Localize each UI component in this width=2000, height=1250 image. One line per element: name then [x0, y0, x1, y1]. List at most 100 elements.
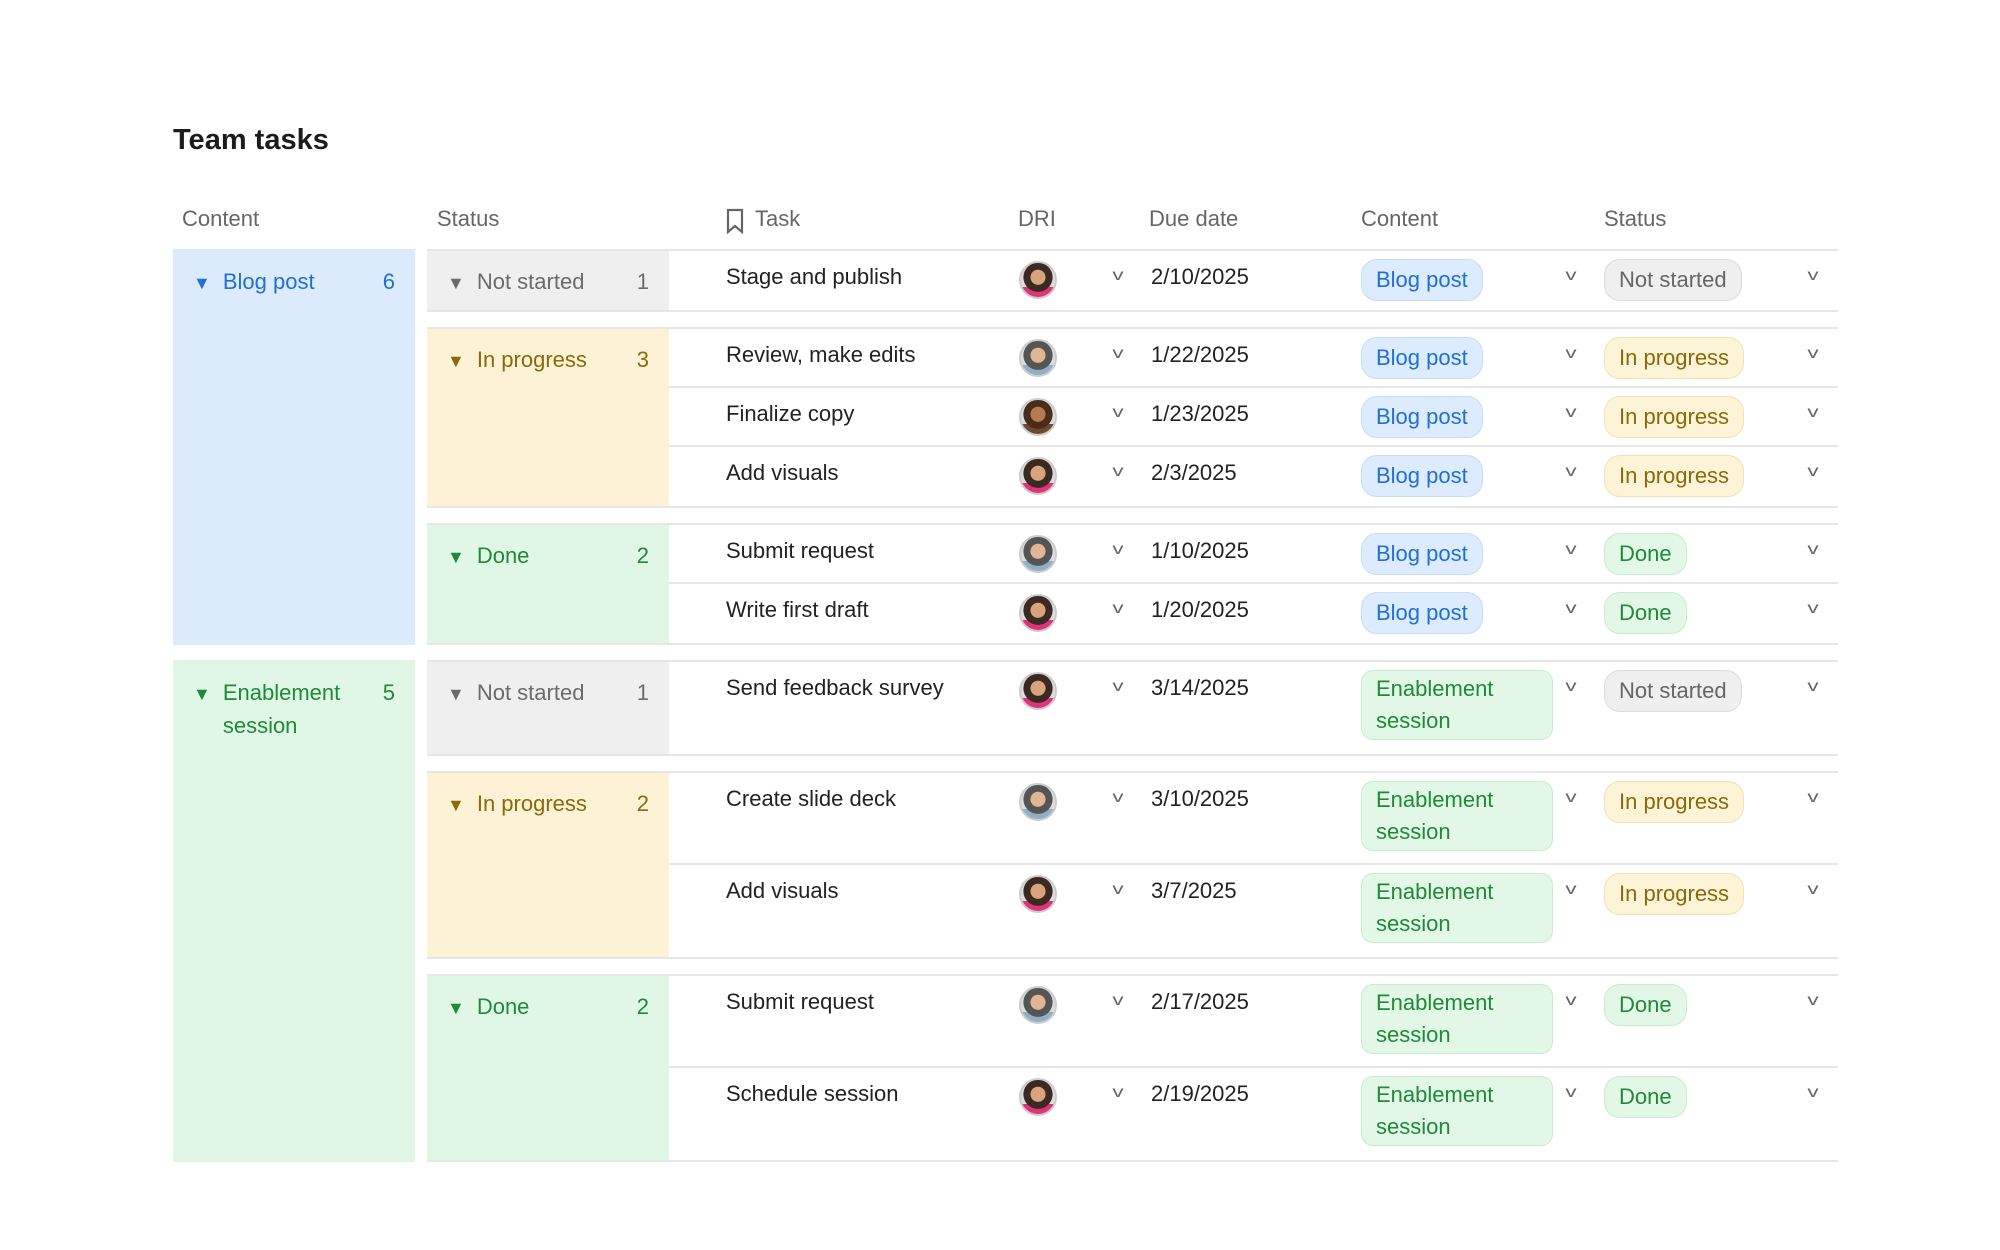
col-task[interactable]: Task: [755, 206, 801, 231]
collapse-triangle-icon[interactable]: ▼: [447, 684, 465, 704]
content-pill[interactable]: Blog post: [1361, 455, 1483, 497]
task-name[interactable]: Finalize copy: [726, 401, 855, 426]
status-pill[interactable]: In progress: [1604, 396, 1745, 438]
chevron-down-icon[interactable]: v: [1112, 345, 1124, 362]
table-row[interactable]: Review, make edits v 1/22/2025 Blog post…: [669, 329, 1838, 388]
due-date[interactable]: 1/20/2025: [1151, 597, 1249, 622]
content-pill[interactable]: Blog post: [1361, 592, 1483, 634]
task-name[interactable]: Submit request: [726, 538, 874, 563]
status-pill[interactable]: Not started: [1604, 670, 1742, 712]
status-pill[interactable]: In progress: [1604, 781, 1745, 823]
status-pill[interactable]: Done: [1604, 592, 1687, 634]
avatar[interactable]: [1019, 1078, 1057, 1116]
status-pill[interactable]: Done: [1604, 1076, 1687, 1118]
content-pill[interactable]: Enablement session: [1361, 670, 1553, 740]
table-row[interactable]: Add visuals v 2/3/2025 Blog post v In pr…: [669, 447, 1838, 506]
table-row[interactable]: Send feedback survey v 3/14/2025 Enablem…: [669, 662, 1838, 754]
content-pill[interactable]: Enablement session: [1361, 1076, 1553, 1146]
due-date[interactable]: 3/7/2025: [1151, 878, 1237, 903]
table-row[interactable]: Submit request v 2/17/2025 Enablement se…: [669, 976, 1838, 1068]
chevron-down-icon[interactable]: v: [1112, 881, 1124, 898]
col-status[interactable]: Status: [437, 206, 500, 231]
status-group-header[interactable]: ▼ Done 2: [427, 976, 669, 1160]
chevron-down-icon[interactable]: v: [1807, 881, 1819, 898]
chevron-down-icon[interactable]: v: [1565, 541, 1577, 558]
table-row[interactable]: Submit request v 1/10/2025 Blog post v D…: [669, 525, 1838, 584]
avatar[interactable]: [1019, 535, 1057, 573]
chevron-down-icon[interactable]: v: [1112, 267, 1124, 284]
content-pill[interactable]: Blog post: [1361, 337, 1483, 379]
status-group-header[interactable]: ▼ Not started 1: [427, 251, 669, 310]
chevron-down-icon[interactable]: v: [1112, 789, 1124, 806]
task-name[interactable]: Schedule session: [726, 1081, 899, 1106]
chevron-down-icon[interactable]: v: [1807, 600, 1819, 617]
task-name[interactable]: Send feedback survey: [726, 675, 944, 700]
chevron-down-icon[interactable]: v: [1112, 992, 1124, 1009]
col-content-2[interactable]: Content: [1361, 206, 1439, 231]
avatar[interactable]: [1019, 457, 1057, 495]
status-pill[interactable]: Done: [1604, 533, 1687, 575]
collapse-triangle-icon[interactable]: ▼: [447, 998, 465, 1018]
chevron-down-icon[interactable]: v: [1565, 1084, 1577, 1101]
due-date[interactable]: 2/3/2025: [1151, 460, 1237, 485]
chevron-down-icon[interactable]: v: [1807, 678, 1819, 695]
task-name[interactable]: Submit request: [726, 989, 874, 1014]
content-pill[interactable]: Blog post: [1361, 259, 1483, 301]
chevron-down-icon[interactable]: v: [1112, 541, 1124, 558]
content-group-header[interactable]: ▼ Enablement session 5: [173, 660, 415, 1162]
status-pill[interactable]: In progress: [1604, 337, 1745, 379]
chevron-down-icon[interactable]: v: [1565, 992, 1577, 1009]
table-row[interactable]: Schedule session v 2/19/2025 Enablement …: [669, 1068, 1838, 1160]
task-name[interactable]: Review, make edits: [726, 342, 916, 367]
chevron-down-icon[interactable]: v: [1112, 1084, 1124, 1101]
content-pill[interactable]: Blog post: [1361, 396, 1483, 438]
task-name[interactable]: Write first draft: [726, 597, 869, 622]
status-group-header[interactable]: ▼ In progress 2: [427, 773, 669, 957]
chevron-down-icon[interactable]: v: [1112, 404, 1124, 421]
due-date[interactable]: 2/19/2025: [1151, 1081, 1249, 1106]
avatar[interactable]: [1019, 875, 1057, 913]
chevron-down-icon[interactable]: v: [1565, 600, 1577, 617]
due-date[interactable]: 3/10/2025: [1151, 786, 1249, 811]
chevron-down-icon[interactable]: v: [1565, 345, 1577, 362]
avatar[interactable]: [1019, 986, 1057, 1024]
avatar[interactable]: [1019, 339, 1057, 377]
due-date[interactable]: 1/10/2025: [1151, 538, 1249, 563]
task-name[interactable]: Stage and publish: [726, 264, 903, 289]
chevron-down-icon[interactable]: v: [1807, 541, 1819, 558]
status-pill[interactable]: Done: [1604, 984, 1687, 1026]
content-pill[interactable]: Enablement session: [1361, 873, 1553, 943]
chevron-down-icon[interactable]: v: [1565, 678, 1577, 695]
avatar[interactable]: [1019, 672, 1057, 710]
chevron-down-icon[interactable]: v: [1807, 463, 1819, 480]
content-pill[interactable]: Enablement session: [1361, 984, 1553, 1054]
chevron-down-icon[interactable]: v: [1807, 267, 1819, 284]
avatar[interactable]: [1019, 594, 1057, 632]
due-date[interactable]: 1/22/2025: [1151, 342, 1249, 367]
col-due-date[interactable]: Due date: [1149, 206, 1239, 231]
chevron-down-icon[interactable]: v: [1807, 345, 1819, 362]
table-row[interactable]: Create slide deck v 3/10/2025 Enablement…: [669, 773, 1838, 865]
chevron-down-icon[interactable]: v: [1565, 267, 1577, 284]
due-date[interactable]: 1/23/2025: [1151, 401, 1249, 426]
status-pill[interactable]: Not started: [1604, 259, 1742, 301]
due-date[interactable]: 3/14/2025: [1151, 675, 1249, 700]
content-group-header[interactable]: ▼ Blog post 6: [173, 249, 415, 645]
chevron-down-icon[interactable]: v: [1565, 881, 1577, 898]
collapse-triangle-icon[interactable]: ▼: [447, 273, 465, 293]
chevron-down-icon[interactable]: v: [1112, 600, 1124, 617]
avatar[interactable]: [1019, 261, 1057, 299]
table-row[interactable]: Finalize copy v 1/23/2025 Blog post v In…: [669, 388, 1838, 447]
table-row[interactable]: Write first draft v 1/20/2025 Blog post …: [669, 584, 1838, 643]
chevron-down-icon[interactable]: v: [1807, 789, 1819, 806]
chevron-down-icon[interactable]: v: [1807, 1084, 1819, 1101]
table-row[interactable]: Add visuals v 3/7/2025 Enablement sessio…: [669, 865, 1838, 957]
collapse-triangle-icon[interactable]: ▼: [447, 547, 465, 567]
status-pill[interactable]: In progress: [1604, 873, 1745, 915]
status-pill[interactable]: In progress: [1604, 455, 1745, 497]
task-name[interactable]: Create slide deck: [726, 786, 896, 811]
chevron-down-icon[interactable]: v: [1565, 404, 1577, 421]
table-row[interactable]: Stage and publish v 2/10/2025 Blog post …: [669, 251, 1838, 310]
content-pill[interactable]: Blog post: [1361, 533, 1483, 575]
task-name[interactable]: Add visuals: [726, 460, 839, 485]
